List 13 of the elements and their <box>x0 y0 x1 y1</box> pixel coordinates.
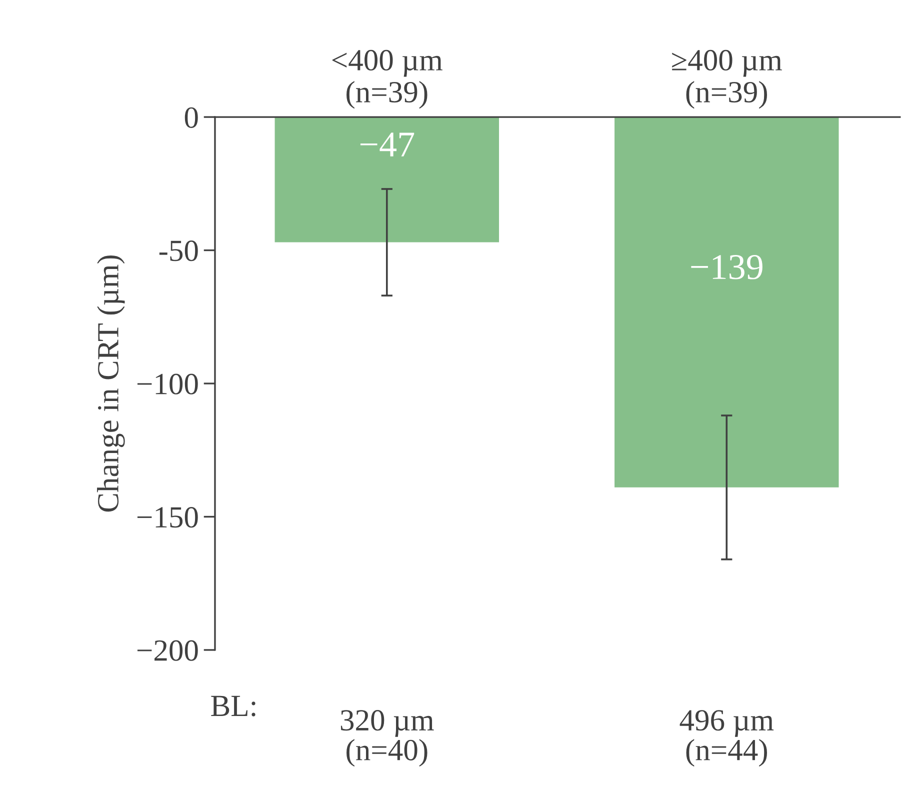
y-tick-label: −100 <box>137 374 198 394</box>
y-tick-label: 0 <box>184 107 198 128</box>
y-tick-label: -50 <box>159 240 198 262</box>
text: 320 µm (n=40) <box>340 710 434 767</box>
text: 496 µm (n=44) <box>680 710 774 767</box>
text: BL: <box>211 696 256 716</box>
y-axis-title: Change in CRT (µm) <box>97 255 125 512</box>
y-tick-label: −150 <box>137 507 198 528</box>
x-tick-label: ≥400 µm (n=39) <box>672 50 782 109</box>
x-tick-label: <400 µm (n=39) <box>332 50 442 109</box>
data-label: −47 <box>360 132 414 156</box>
y-tick-label: −200 <box>137 640 198 661</box>
data-label: −139 <box>691 255 762 280</box>
